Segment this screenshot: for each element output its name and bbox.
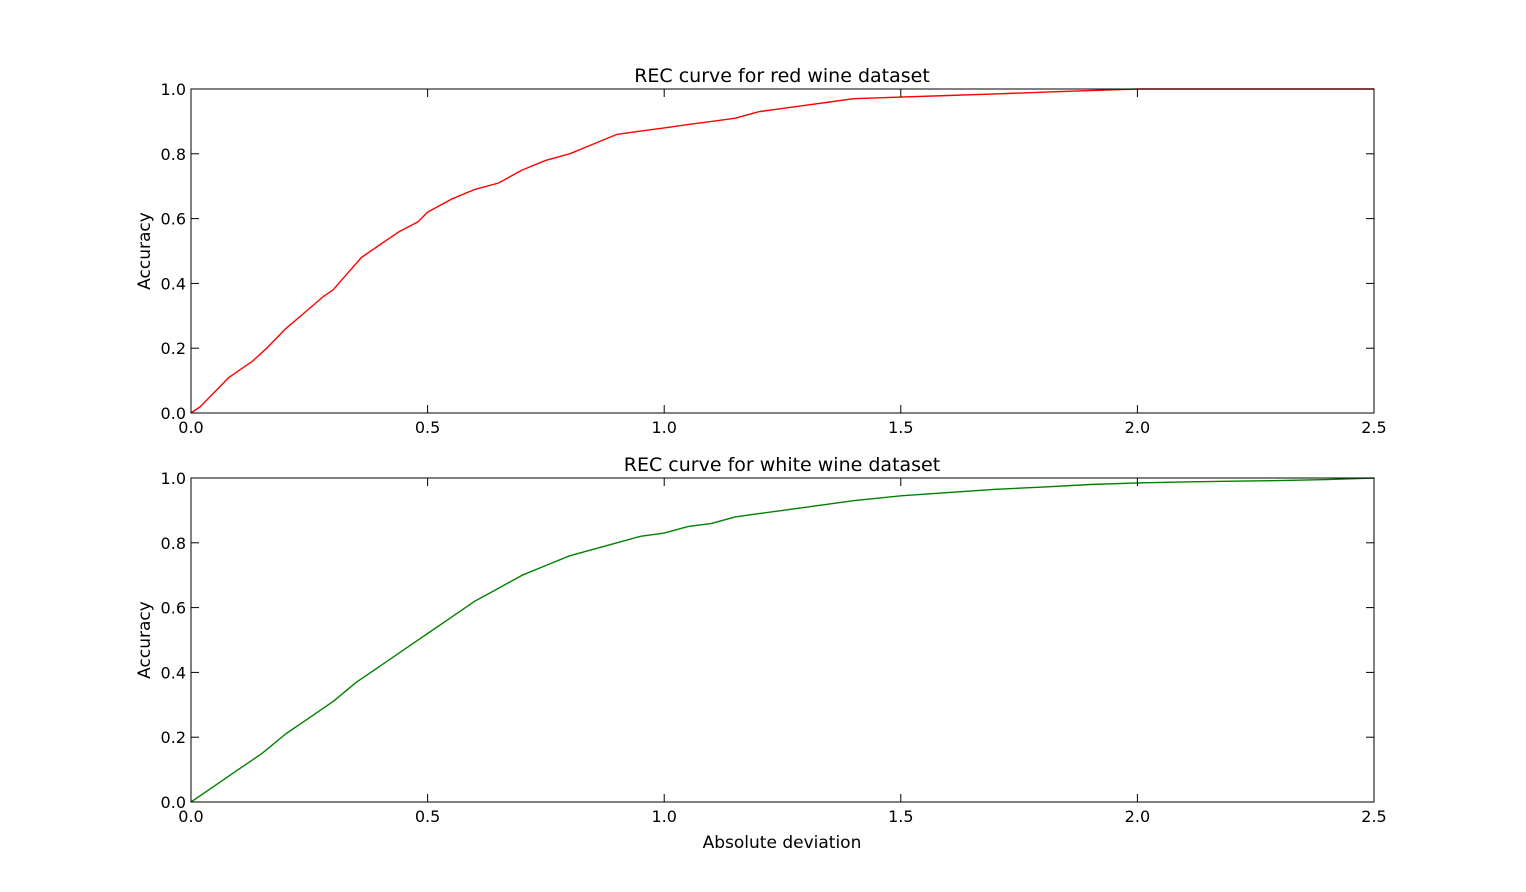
x-tick-label: 2.0 bbox=[1125, 807, 1150, 826]
x-tick-label: 1.0 bbox=[651, 418, 676, 437]
y-tick-label: 0.8 bbox=[161, 534, 186, 553]
axes-frame bbox=[190, 88, 1375, 414]
y-axis-label: Accuracy bbox=[135, 601, 155, 679]
y-tick-label: 1.0 bbox=[161, 80, 186, 99]
axes-frame bbox=[190, 477, 1375, 803]
y-tick-label: 0.2 bbox=[161, 339, 186, 358]
x-tick-label: 2.0 bbox=[1125, 418, 1150, 437]
x-tick-label: 0.5 bbox=[415, 807, 440, 826]
y-axis-label: Accuracy bbox=[135, 212, 155, 290]
y-tick-label: 0.0 bbox=[161, 404, 186, 423]
x-tick-label: 1.5 bbox=[888, 418, 913, 437]
x-tick-label: 2.5 bbox=[1361, 807, 1386, 826]
x-tick-label: 0.0 bbox=[178, 418, 203, 437]
y-tick-label: 0.4 bbox=[161, 663, 186, 682]
y-tick-label: 0.4 bbox=[161, 274, 186, 293]
plot-area: 0.0 0.5 1.0 1.5 2.0 2.5 0.0 0.2 0.4 0.6 0.8 1.0 bbox=[161, 469, 1387, 826]
y-tick-label: 0.6 bbox=[161, 210, 186, 229]
series-line bbox=[190, 477, 1375, 803]
x-tick-label: 1.5 bbox=[888, 807, 913, 826]
white-wine-chart: REC curve for white wine dataset Accurac… bbox=[135, 454, 1387, 853]
y-tick-label: 0.6 bbox=[161, 599, 186, 618]
x-tick-label: 1.0 bbox=[651, 807, 676, 826]
x-tick-label: 0.0 bbox=[178, 807, 203, 826]
y-tick-label: 1.0 bbox=[161, 469, 186, 488]
y-tick-label: 0.2 bbox=[161, 728, 186, 747]
x-tick-label: 0.5 bbox=[415, 418, 440, 437]
plot-area: 0.0 0.5 1.0 1.5 2.0 2.5 0.0 0.2 0.4 0.6 0.8 1.0 bbox=[161, 80, 1387, 437]
red-wine-chart: REC curve for red wine dataset Accuracy … bbox=[135, 65, 1387, 437]
x-tick-label: 2.5 bbox=[1361, 418, 1386, 437]
chart-title: REC curve for white wine dataset bbox=[624, 454, 940, 476]
y-tick-label: 0.0 bbox=[161, 793, 186, 812]
x-axis-label: Absolute deviation bbox=[703, 833, 862, 853]
chart-title: REC curve for red wine dataset bbox=[634, 65, 930, 87]
y-tick-label: 0.8 bbox=[161, 145, 186, 164]
series-line bbox=[190, 88, 1374, 414]
